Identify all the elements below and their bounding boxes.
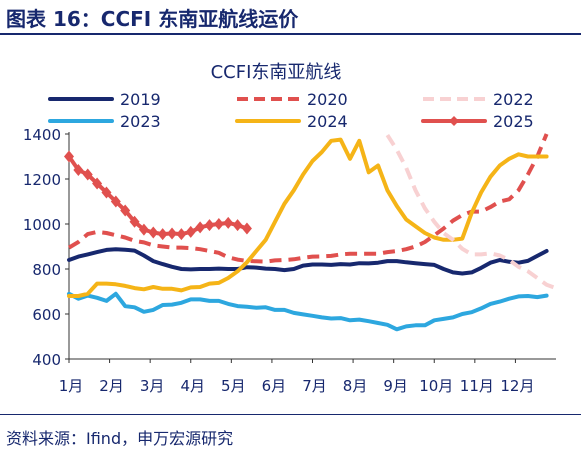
data-point-2025-14: [185, 225, 196, 238]
chart-title: CCFI东南亚航线: [211, 62, 342, 83]
x-tick-label-2: 2月: [99, 377, 124, 395]
data-point-2025-1: [64, 150, 74, 163]
legend-label-2019: 2019: [120, 90, 161, 109]
data-point-2025-15: [195, 221, 206, 234]
x-tick-label-4: 4月: [180, 377, 205, 395]
x-tick-label-10: 10月: [419, 377, 453, 395]
x-tick-label-6: 6月: [262, 377, 287, 395]
footer-divider: [0, 414, 581, 415]
x-tick-label-3: 3月: [140, 377, 165, 395]
x-tick-label-12: 12月: [500, 377, 534, 395]
data-point-2025-11: [157, 228, 168, 241]
data-point-2025-19: [232, 219, 243, 232]
x-tick-label-1: 1月: [59, 377, 84, 395]
legend-label-2023: 2023: [120, 112, 161, 131]
x-tick-label-11: 11月: [460, 377, 494, 395]
y-tick-label-1200: 1200: [23, 171, 61, 189]
data-point-2025-6: [110, 195, 121, 208]
legend-label-2025: 2025: [493, 112, 534, 131]
series-line-2024: [67, 137, 549, 298]
figure-header: 图表 16：CCFI 东南亚航线运价: [0, 0, 581, 35]
y-tick-label-600: 600: [32, 306, 61, 324]
data-point-2025-3: [82, 168, 93, 181]
series-line-2020: [67, 133, 549, 264]
y-tick-label-800: 800: [32, 261, 61, 279]
data-point-2025-10: [148, 226, 159, 239]
y-tick-label-400: 400: [32, 351, 61, 369]
series-line-2019: [67, 247, 549, 276]
data-point-2025-18: [223, 216, 234, 229]
header-divider: [0, 33, 581, 35]
data-point-2025-7: [120, 204, 131, 217]
x-tick-label-5: 5月: [221, 377, 246, 395]
y-tick-label-1400: 1400: [23, 126, 61, 144]
x-tick-label-7: 7月: [302, 377, 327, 395]
data-point-2025-5: [101, 186, 112, 199]
source-note: 资料来源：Ifind，申万宏源研究: [6, 429, 234, 448]
figure-title: 图表 16：CCFI 东南亚航线运价: [6, 7, 299, 31]
x-tick-label-9: 9月: [383, 377, 408, 395]
data-point-2025-12: [167, 227, 178, 240]
data-point-2025-20: [241, 222, 252, 235]
legend-label-2022: 2022: [493, 90, 534, 109]
legend-label-2024: 2024: [307, 112, 348, 131]
data-point-2025-9: [138, 223, 149, 236]
data-point-2025-17: [213, 218, 224, 230]
data-point-2025-16: [204, 219, 215, 232]
y-tick-label-1000: 1000: [23, 216, 61, 234]
x-tick-label-8: 8月: [343, 377, 368, 395]
series-line-2023: [67, 291, 549, 332]
ccfi-chart: CCFI东南亚航线 2019 2020 2022 2023 2024 2025 400 600 8…: [23, 62, 557, 395]
data-point-2025-4: [92, 177, 103, 190]
data-point-2025-2: [73, 164, 84, 176]
legend-marker-2025: [449, 116, 459, 126]
legend-label-2020: 2020: [307, 90, 348, 109]
data-point-2025-8: [129, 215, 140, 228]
data-point-2025-13: [176, 228, 187, 241]
series-line-2022: [385, 134, 557, 290]
